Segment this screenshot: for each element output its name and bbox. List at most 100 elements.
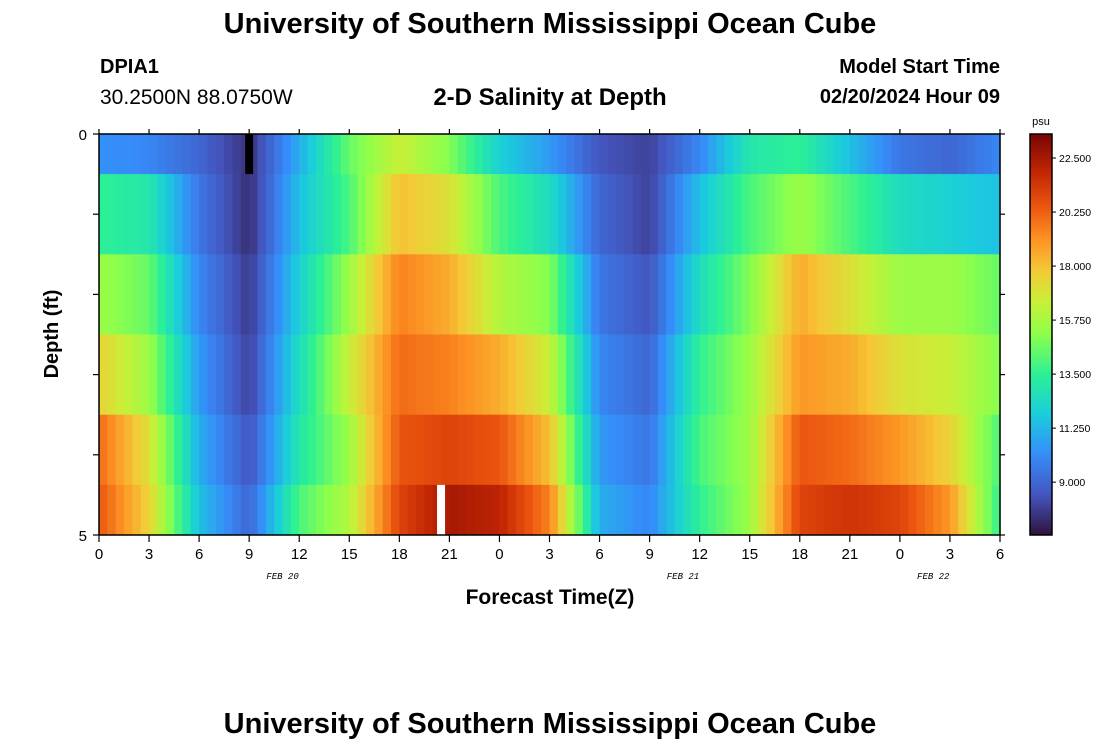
heatmap-cell <box>766 134 776 175</box>
heatmap-cell <box>858 254 868 335</box>
heatmap-cell <box>274 334 284 416</box>
date-label: FEB 22 <box>917 572 950 582</box>
heatmap-cell <box>516 254 526 335</box>
heatmap-cell <box>215 254 225 335</box>
heatmap-cell <box>924 134 934 175</box>
heatmap-cell <box>949 174 959 255</box>
heatmap-cell <box>299 134 309 175</box>
heatmap-cell <box>591 484 601 536</box>
heatmap-cell <box>733 254 742 335</box>
heatmap-cell <box>699 174 709 255</box>
heatmap-cell <box>441 134 450 175</box>
heatmap-cell <box>899 134 909 175</box>
heatmap-cell <box>833 254 843 335</box>
heatmap-cell <box>524 254 534 335</box>
heatmap-cell <box>274 484 284 536</box>
heatmap-cell <box>199 334 209 416</box>
heatmap-cell <box>199 174 209 255</box>
heatmap-cell <box>282 334 292 416</box>
heatmap-cell <box>340 334 350 416</box>
heatmap-cell <box>958 334 968 416</box>
heatmap-cell <box>524 484 534 536</box>
heatmap-cell <box>724 414 734 486</box>
heatmap-cell <box>424 254 434 335</box>
heatmap-cell <box>399 414 409 486</box>
heatmap-cell <box>290 254 300 335</box>
x-axis-label: Forecast Time(Z) <box>466 586 635 609</box>
heatmap-cell <box>624 484 634 536</box>
heatmap-cell <box>132 134 142 175</box>
heatmap-cell <box>549 134 559 175</box>
heatmap-cell <box>749 134 759 175</box>
heatmap-cell <box>941 414 951 486</box>
heatmap-cell <box>399 174 409 255</box>
heatmap-cell <box>365 484 375 536</box>
heatmap-cell <box>507 174 517 255</box>
heatmap-cell <box>474 334 484 416</box>
missing-data-markers <box>245 134 446 536</box>
heatmap-cell <box>491 254 501 335</box>
heatmap-cell <box>541 334 551 416</box>
heatmap-cell <box>916 134 926 175</box>
heatmap-cell <box>265 414 275 486</box>
heatmap-cell <box>224 174 234 255</box>
heatmap-cell <box>933 254 943 335</box>
heatmap-cell <box>407 254 417 335</box>
heatmap-cell <box>758 254 767 335</box>
heatmap-cell <box>232 174 242 255</box>
heatmap-cell <box>632 174 642 255</box>
heatmap-cell <box>290 134 300 175</box>
heatmap-cell <box>224 334 234 416</box>
heatmap-cell <box>741 414 751 486</box>
heatmap-cell <box>916 484 926 536</box>
heatmap-cell <box>315 134 325 175</box>
heatmap-cell <box>557 254 567 335</box>
heatmap-cell <box>866 484 876 536</box>
heatmap-cell <box>774 484 784 536</box>
heatmap-cell <box>883 414 893 486</box>
heatmap-cell <box>382 254 392 335</box>
heatmap-cell <box>182 174 192 255</box>
colorbar-tick-label: 11.250 <box>1059 423 1090 435</box>
heatmap-cell <box>107 254 117 335</box>
heatmap-cell <box>466 134 476 175</box>
heatmap-cell <box>416 134 425 175</box>
heatmap-cell <box>908 174 918 255</box>
heatmap-cell <box>416 334 425 416</box>
heatmap-cell <box>524 334 534 416</box>
heatmap-cell <box>574 254 584 335</box>
heatmap-cell <box>899 334 909 416</box>
heatmap-cell <box>949 134 959 175</box>
heatmap-cell <box>849 174 859 255</box>
heatmap-cell <box>149 334 158 416</box>
x-tick-label: 18 <box>391 546 408 563</box>
heatmap-cell <box>190 254 200 335</box>
heatmap-cell <box>824 254 834 335</box>
heatmap-cell <box>315 484 325 536</box>
colorbar: 22.500 20.250 18.000 15.750 13.500 11.250 9.00… <box>1029 133 1091 536</box>
date-label: FEB 21 <box>667 572 699 582</box>
heatmap-cell <box>682 174 692 255</box>
heatmap-cell <box>482 134 492 175</box>
heatmap-cell <box>783 334 793 416</box>
heatmap-cell <box>749 334 759 416</box>
heatmap-cell <box>140 414 150 486</box>
heatmap-cell <box>983 484 993 536</box>
heatmap-cell <box>107 174 117 255</box>
heatmap-cell <box>724 134 734 175</box>
heatmap-cell <box>674 174 684 255</box>
heatmap-cell <box>691 134 701 175</box>
heatmap-cell <box>299 484 309 536</box>
heatmap-cell <box>649 174 659 255</box>
heatmap-cell <box>858 174 868 255</box>
heatmap-cell <box>758 134 767 175</box>
heatmap-cell <box>808 484 818 536</box>
heatmap-cell <box>566 174 576 255</box>
model-start-label: Model Start Time <box>839 56 1000 78</box>
heatmap-cell <box>774 174 784 255</box>
heatmap-cell <box>657 414 667 486</box>
heatmap-cell <box>983 254 993 335</box>
heatmap-cell <box>808 414 818 486</box>
heatmap-cell <box>99 134 108 175</box>
heatmap-cell <box>941 334 951 416</box>
